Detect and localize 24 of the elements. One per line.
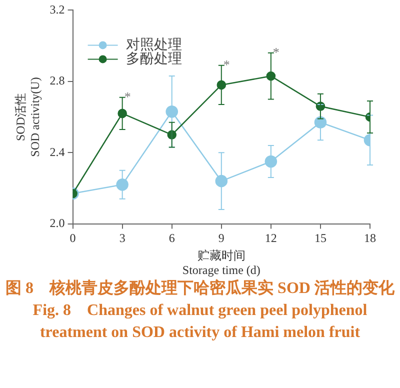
y-tick-label: 2.0 (50, 216, 65, 230)
x-tick-label: 3 (119, 231, 126, 246)
x-tick-label: 9 (218, 231, 224, 246)
y-tick-label: 3.2 (50, 2, 65, 16)
y-tick-label: 2.4 (50, 144, 65, 159)
y-tick-label: 2.8 (50, 74, 65, 88)
annotation: * (124, 88, 131, 104)
annotation: * (223, 56, 230, 72)
x-axis-title: 贮藏时间 Storage time (d) (182, 248, 260, 277)
point (116, 178, 128, 191)
x-tick-label: 15 (314, 231, 326, 246)
legend-label: 多酚处理 (126, 50, 182, 67)
x-tick-label: 0 (70, 231, 76, 246)
legend-label: 对照处理 (126, 36, 182, 53)
x-tick-label: 12 (264, 231, 277, 246)
caption: Fig. 8 Changes of walnut green peel polyphenol treatment on SOD activity of Hami melon fruit (32, 301, 368, 343)
caption: 图 8 核桃青皮多酚处理下哈密瓜果实 SOD 活性的变化 (4, 278, 396, 299)
y-axis-title: SOD活性 SOD activity(U) (13, 77, 42, 157)
point (166, 106, 178, 118)
point (264, 155, 278, 168)
annotation: * (272, 44, 280, 60)
x-tick-label: 6 (168, 231, 175, 246)
x-tick-label: 18 (364, 231, 376, 246)
point (215, 174, 228, 188)
